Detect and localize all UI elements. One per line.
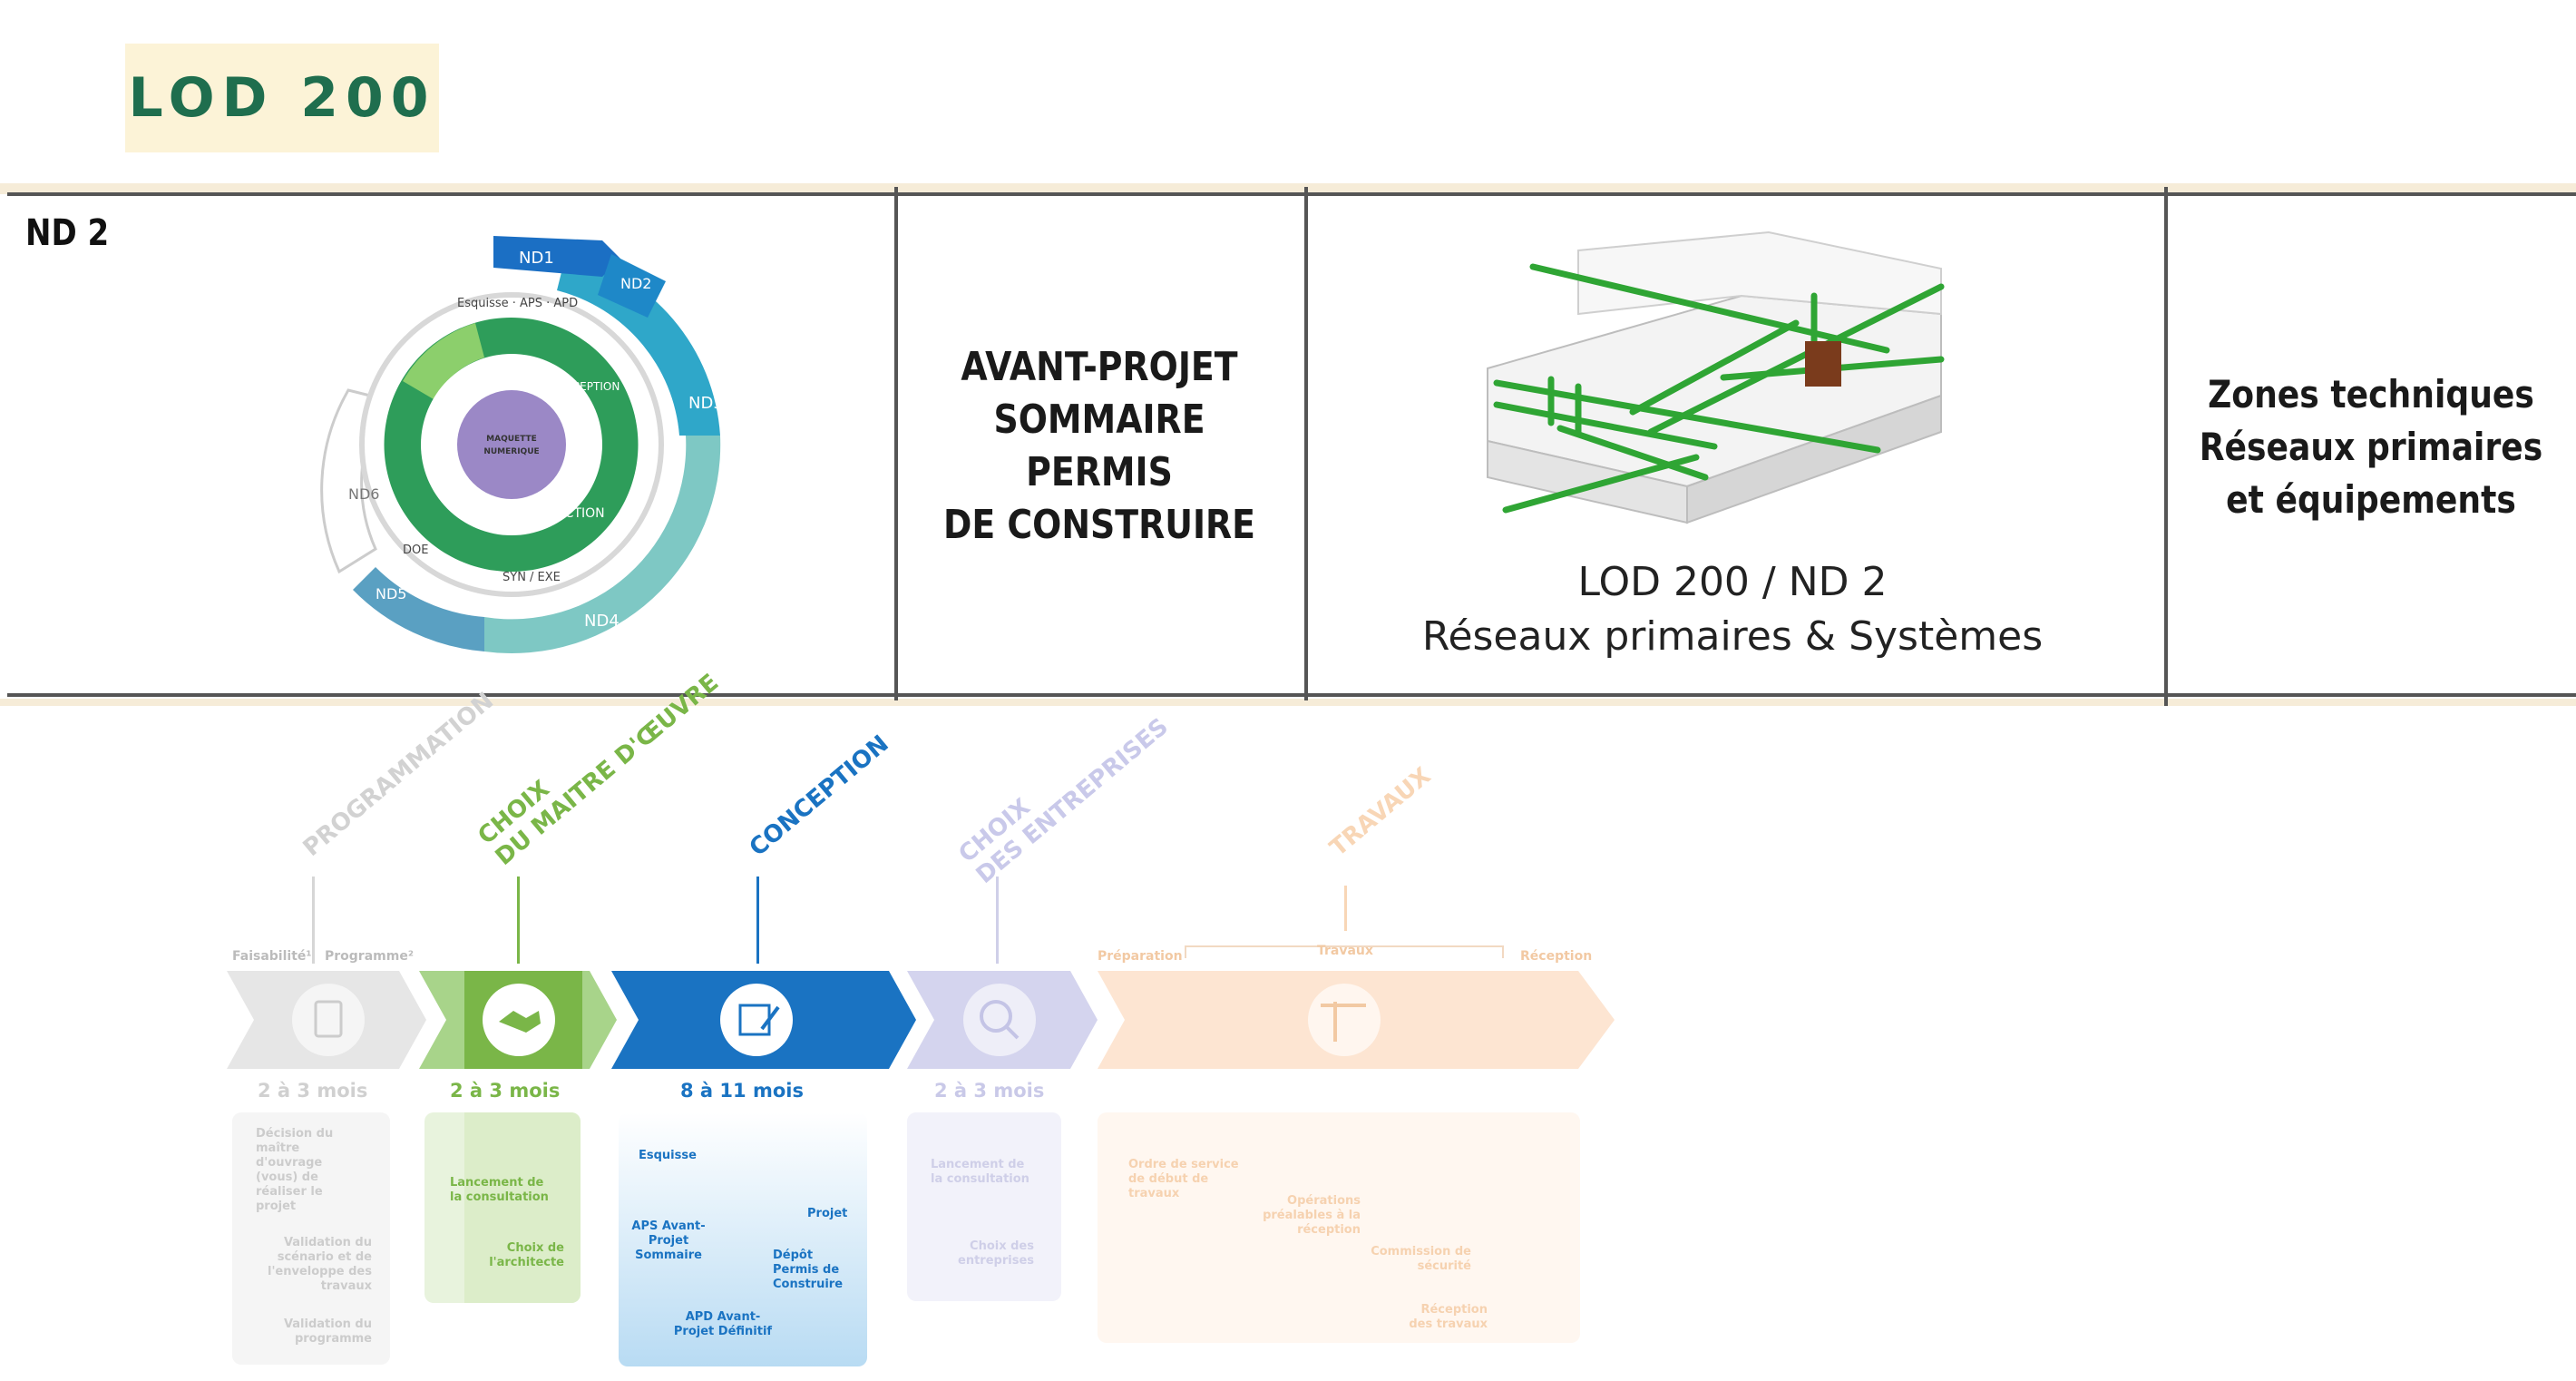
- duration-choix-moe: 2 à 3 mois: [450, 1080, 561, 1102]
- cycle-label-syn-exe: SYN / EXE: [503, 571, 561, 584]
- phase-line: SOMMAIRE: [993, 397, 1205, 443]
- model-pipes: [1493, 263, 1945, 514]
- step-text: Dépôt Permis de Construire: [773, 1249, 844, 1291]
- model-slab-edge: [1686, 394, 1942, 524]
- phase-description: AVANT-PROJET SOMMAIRE PERMIS DE CONSTRUI…: [926, 341, 1273, 552]
- moe-steps-box: Lancement de la consultation Choix de l'…: [424, 1112, 581, 1303]
- cycle-label-nd3: ND3: [688, 394, 724, 413]
- step-text: Lancement de la consultation: [450, 1176, 549, 1204]
- step-text: APD Avant-Projet Définitif: [673, 1310, 773, 1338]
- sub-label-program: Programme²: [325, 949, 414, 964]
- cycle-green-segment: [403, 323, 484, 399]
- scope-line: et équipements: [2226, 477, 2516, 522]
- sub-label-preparation: Préparation: [1098, 949, 1183, 964]
- sub-label-works: Travaux: [1317, 944, 1373, 958]
- cycle-outer-segment: [493, 236, 620, 277]
- scope-line: Zones techniques: [2208, 372, 2534, 416]
- model-equipment: [1805, 341, 1841, 387]
- duration-choix-entreprises: 2 à 3 mois: [934, 1080, 1045, 1102]
- sub-label-feasibility: Faisabilité¹: [232, 949, 312, 964]
- cycle-outer-segment: [557, 254, 720, 436]
- bracket-travaux: [1185, 945, 1504, 958]
- table-bottom-border: [7, 693, 2576, 697]
- table-divider-2: [1304, 187, 1308, 700]
- step-text: Validation du programme: [283, 1317, 372, 1346]
- step-text: Choix des entreprises: [958, 1239, 1034, 1268]
- phase-line: PERMIS: [1026, 449, 1173, 495]
- step-text: Décision du maître d'ouvrage (vous) de r…: [256, 1127, 334, 1213]
- level-label: ND 2: [25, 212, 110, 254]
- lod-badge-label: LOD 200: [128, 66, 436, 130]
- table-top-band: [0, 183, 2576, 194]
- phase-label-programmation: PROGRAMMATION: [298, 687, 500, 862]
- cycle-center-label: MAQUETTE: [486, 435, 537, 444]
- process-chevrons: [227, 971, 1615, 1069]
- step-text: Réception des travaux: [1409, 1303, 1488, 1331]
- model-upper-slab: [1577, 230, 1942, 316]
- cycle-center: [457, 390, 566, 499]
- cycle-label-conception: CONCEPTION: [548, 380, 620, 393]
- clipboard-icon: [292, 984, 365, 1056]
- network-model-illustration: [1487, 230, 1945, 524]
- bim-cycle-diagram: MAQUETTE NUMERIQUE ND1 ND2 ND3 ND4 ND5 N…: [320, 236, 724, 653]
- phase-line: AVANT-PROJET: [961, 344, 1238, 390]
- magnifier-icon: [963, 984, 1036, 1056]
- programmation-steps-box: Décision du maître d'ouvrage (vous) de r…: [232, 1112, 390, 1365]
- duration-programmation: 2 à 3 mois: [258, 1080, 368, 1102]
- connector: [996, 877, 999, 964]
- svg-text:NUMERIQUE: NUMERIQUE: [483, 447, 539, 456]
- step-text: Esquisse: [639, 1149, 697, 1162]
- cycle-label-esquisse: Esquisse · APS · APD: [457, 297, 578, 310]
- connector: [1344, 886, 1347, 931]
- crane-icon: [1308, 984, 1381, 1056]
- model-caption-line: LOD 200 / ND 2: [1577, 559, 1888, 605]
- cycle-outer-segment: [598, 254, 666, 318]
- model-caption: LOD 200 / ND 2 Réseaux primaires & Systè…: [1379, 555, 2086, 664]
- phase-label-choix-entreprises: CHOIX DES ENTREPRISES: [953, 712, 1174, 889]
- cycle-label-nd1: ND1: [519, 249, 554, 268]
- step-text: Opérations préalables à la réception: [1263, 1194, 1361, 1237]
- cycle-label-nd6: ND6: [348, 485, 379, 503]
- travaux-steps-box: Ordre de service de début de travaux Opé…: [1098, 1112, 1580, 1343]
- phase-label-choix-moe: CHOIX DU MAITRE D'ŒUVRE: [473, 669, 725, 871]
- conception-steps-box: Esquisse APS Avant-Projet Sommaire APD A…: [619, 1112, 867, 1366]
- design-icon: [720, 984, 793, 1056]
- cycle-outer-segment: [320, 388, 387, 574]
- scope-line: Réseaux primaires: [2199, 425, 2543, 469]
- cycle-label-nd2: ND2: [620, 275, 651, 292]
- step-text: Projet: [807, 1207, 848, 1220]
- phase-label-conception: CONCEPTION: [744, 730, 894, 862]
- connector: [312, 877, 315, 964]
- cycle-label-construction: CONSTRUCTION: [503, 506, 605, 521]
- cycle-label-nd5: ND5: [376, 585, 406, 602]
- table-bottom-band: [0, 699, 2576, 706]
- scope-description: Zones techniques Réseaux primaires et éq…: [2198, 368, 2544, 526]
- lod-badge: LOD 200: [125, 44, 439, 152]
- cycle-label-doe: DOE: [403, 544, 428, 557]
- sub-label-reception: Réception: [1520, 949, 1593, 964]
- table-top-border: [7, 192, 2576, 196]
- table-divider-3: [2164, 187, 2168, 706]
- connector: [517, 877, 520, 964]
- duration-conception: 8 à 11 mois: [680, 1080, 804, 1102]
- phase-label-travaux: TRAVAUX: [1324, 762, 1437, 862]
- entreprises-steps-box: Lancement de la consultation Choix des e…: [907, 1112, 1061, 1301]
- table-divider-1: [894, 187, 898, 700]
- phase-line: DE CONSTRUIRE: [942, 502, 1256, 548]
- step-text: Commission de sécurité: [1371, 1245, 1471, 1273]
- step-text: Lancement de la consultation: [931, 1158, 1029, 1186]
- model-caption-line: Réseaux primaires & Systèmes: [1421, 613, 2044, 660]
- cycle-label-nd4: ND4: [584, 612, 620, 631]
- step-text: APS Avant-Projet Sommaire: [631, 1219, 706, 1262]
- cycle-outer-segment: [353, 567, 484, 651]
- step-text: Validation du scénario et de l'enveloppe…: [267, 1236, 372, 1293]
- step-text: Choix de l'architecte: [489, 1241, 564, 1269]
- connector: [756, 877, 759, 964]
- cycle-outer-segment: [484, 436, 721, 653]
- step-text: Ordre de service de début de travaux: [1128, 1158, 1239, 1200]
